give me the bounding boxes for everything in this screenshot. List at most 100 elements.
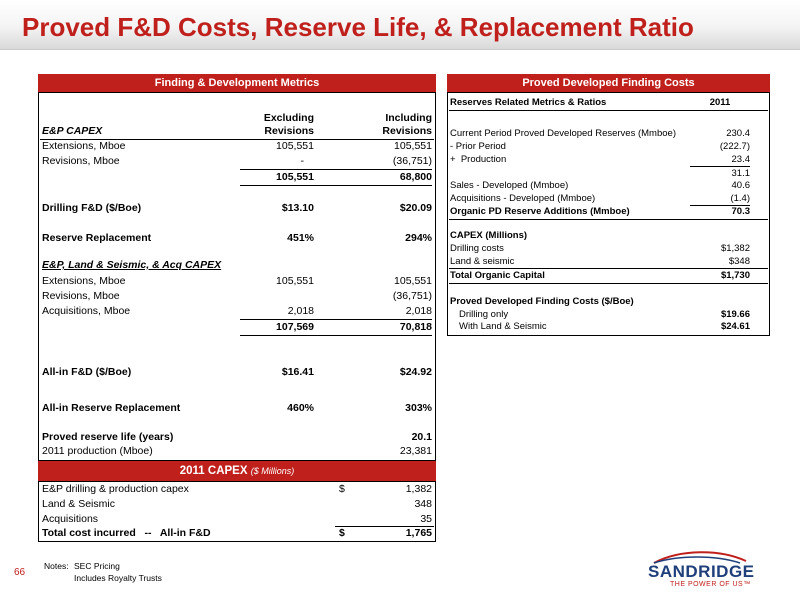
capex-header: 2011 CAPEX ($ Millions): [38, 461, 436, 481]
rr-row-label: + Production: [450, 154, 507, 165]
row-value: (36,751): [392, 155, 432, 167]
rr-drill-only-value: $19.66: [720, 309, 750, 320]
ep-land-label: E&P, Land & Seismic, & Acq CAPEX: [42, 259, 222, 271]
row-label: Extensions, Mboe: [42, 275, 126, 287]
rr-drilling-label: Drilling costs: [450, 243, 504, 254]
row-value: 105,551: [276, 275, 314, 287]
notes-line-1: SEC Pricing: [74, 561, 120, 571]
fd-metrics-table: [38, 92, 436, 461]
rr-toc-value: $1,730: [720, 270, 750, 281]
capex-row-label: Acquisitions: [42, 513, 99, 525]
rr-drill-only-label: Drilling only: [459, 309, 509, 320]
page-number: 66: [14, 567, 26, 578]
capex-header-subtitle: ($ Millions): [250, 466, 295, 476]
capex-row-label: E&P drilling & production capex: [42, 483, 189, 495]
logo-name: SANDRIDGE: [648, 562, 755, 581]
reserve-replacement-label: Reserve Replacement: [42, 232, 152, 244]
row-label: Revisions, Mboe: [42, 155, 120, 167]
divider: [335, 526, 434, 527]
rr-row-value: (222.7): [719, 141, 750, 152]
capex-row-dollar: $: [339, 483, 345, 495]
divider: [240, 319, 432, 320]
row-value: -: [300, 155, 305, 167]
ep-capex-label: E&P CAPEX: [42, 125, 103, 137]
allin-fd-label: All-in F&D ($/Boe): [42, 366, 132, 378]
rr-land-value: $348: [728, 256, 750, 267]
row-value: 2,018: [287, 305, 314, 317]
row-value: (36,751): [392, 290, 432, 302]
proved-reserve-life-value: 20.1: [411, 431, 432, 443]
rr-drilling-value: $1,382: [720, 243, 750, 254]
allin-rr-excl: 460%: [287, 402, 314, 414]
row-value: 105,551: [394, 140, 432, 152]
row-label: Revisions, Mboe: [42, 290, 120, 302]
col-header-including-revisions: Revisions: [382, 125, 432, 137]
rr-row-value: 230.4: [726, 128, 750, 139]
col-header-excluding: Excluding: [263, 112, 314, 124]
rr-organic-label: Organic PD Reserve Additions (Mmboe): [450, 206, 630, 217]
pd-finding-costs-header: Proved Developed Finding Costs: [447, 74, 770, 92]
capex-table: [38, 481, 436, 542]
rr-pdfc-label: Proved Developed Finding Costs ($/Boe): [450, 296, 634, 307]
rr-row-label: - Prior Period: [450, 141, 506, 152]
production-value: 23,381: [399, 445, 432, 457]
fd-metrics-header: Finding & Development Metrics: [38, 74, 436, 92]
row-value: 105,551: [394, 275, 432, 287]
col-header-excluding-revisions: Revisions: [264, 125, 314, 137]
pd-finding-costs-table: [447, 92, 770, 336]
capex-total-value: 1,765: [405, 527, 432, 539]
divider: [240, 185, 432, 186]
allin-fd-incl: $24.92: [399, 366, 432, 378]
total-value: 68,800: [399, 171, 432, 183]
rr-row-value: 23.4: [731, 154, 751, 165]
col-header-including: Including: [385, 112, 432, 124]
rr-wls-value: $24.61: [720, 321, 750, 332]
sandridge-logo: SANDRIDGE THE POWER OF US™: [640, 547, 790, 593]
divider: [240, 335, 432, 336]
rr-row-label: Sales - Developed (Mmboe): [450, 180, 569, 191]
logo-mark-icon: [653, 551, 747, 564]
rr-row-value: (1.4): [730, 193, 750, 204]
divider: [449, 110, 768, 111]
capex-row-value: 35: [420, 513, 432, 525]
divider: [240, 169, 432, 170]
row-label: Extensions, Mboe: [42, 140, 126, 152]
capex-total-label: Total cost incurred -- All-in F&D: [42, 527, 211, 539]
rr-capex-label: CAPEX (Millions): [450, 230, 528, 241]
divider: [690, 205, 750, 206]
row-value: 105,551: [276, 140, 314, 152]
rr-organic-value: 70.3: [731, 206, 751, 217]
allin-rr-label: All-in Reserve Replacement: [42, 402, 181, 414]
row-value: 2,018: [405, 305, 432, 317]
divider: [449, 283, 768, 284]
notes-line-2: Includes Royalty Trusts: [74, 573, 162, 583]
capex-total-dollar: $: [339, 527, 345, 539]
proved-reserve-life-label: Proved reserve life (years): [42, 431, 174, 443]
capex-row-value: 348: [414, 498, 432, 510]
rr-row-label: Current Period Proved Developed Reserves…: [450, 128, 676, 139]
rr-toc-label: Total Organic Capital: [450, 270, 545, 281]
allin-rr-incl: 303%: [405, 402, 432, 414]
page-title: Proved F&D Costs, Reserve Life, & Replac…: [22, 12, 694, 42]
drilling-fd-incl: $20.09: [399, 202, 432, 214]
divider: [690, 166, 750, 167]
production-label: 2011 production (Mboe): [42, 445, 153, 457]
capex-row-label: Land & Seismic: [42, 498, 115, 510]
rr-col-year: 2011: [709, 97, 731, 108]
capex-row-value: 1,382: [405, 483, 432, 495]
logo-tagline: THE POWER OF US™: [670, 581, 751, 588]
rr-row-value: 31.1: [731, 168, 751, 179]
row-label: Acquisitions, Mboe: [42, 305, 131, 317]
total-value: 107,569: [276, 321, 314, 333]
allin-fd-excl: $16.41: [281, 366, 314, 378]
capex-header-title: 2011 CAPEX: [179, 465, 248, 477]
rr-row-label: Acquisitions - Developed (Mmboe): [450, 193, 596, 204]
rr-col-label: Reserves Related Metrics & Ratios: [450, 97, 607, 108]
rr-wls-label: With Land & Seismic: [459, 321, 547, 332]
drilling-fd-excl: $13.10: [281, 202, 314, 214]
reserve-replacement-excl: 451%: [287, 232, 314, 244]
drilling-fd-label: Drilling F&D ($/Boe): [42, 202, 142, 214]
notes-label: Notes:: [44, 561, 69, 571]
rr-row-value: 40.6: [731, 180, 751, 191]
rr-land-label: Land & seismic: [450, 256, 515, 267]
